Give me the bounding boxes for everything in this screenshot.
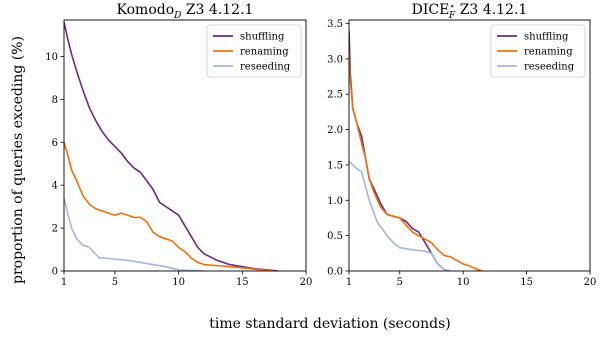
plot-frame: [348, 19, 591, 272]
y-tick-label: 2.0: [327, 125, 343, 136]
y-tick-label: 3.0: [327, 54, 343, 65]
legend-label-shuffling: shuffling: [524, 32, 569, 43]
legend: shuffling renaming reseeding: [490, 24, 586, 78]
y-tick-label: 3.5: [327, 19, 343, 30]
x-tick-label: 1: [61, 277, 67, 288]
legend-label-shuffling: shuffling: [240, 32, 285, 43]
series-line-renaming: [349, 51, 483, 271]
x-tick-label: 5: [397, 277, 403, 288]
series-group: [64, 21, 279, 271]
series-line-renaming: [64, 142, 275, 271]
legend-box: [490, 24, 586, 78]
x-axis-title: time standard deviation (seconds): [209, 316, 451, 332]
y-tick-label: 10: [45, 52, 58, 63]
chart-panel-2: DICE⋆ F Z3 4.12.11 5 10 15 200.00.51.01.52.02…: [327, 2, 596, 288]
x-tick-label: 1: [346, 277, 352, 288]
legend: shuffling renaming reseeding: [206, 24, 302, 78]
legend-label-reseeding: reseeding: [240, 62, 291, 73]
x-tick-label: 10: [172, 277, 185, 288]
panel-title-main: Komodo: [117, 2, 175, 18]
y-tick-label: 1.5: [327, 160, 343, 171]
x-tick-label: 15: [236, 277, 249, 288]
panel-title-sub: D: [173, 11, 181, 21]
panel-title-sup: ⋆: [449, 2, 455, 12]
chart-panels: KomodoD Z3 4.12.11 5 10 15 200246810shufflin…: [45, 2, 596, 288]
series-line-shuffling: [64, 21, 279, 271]
x-tick-label: 10: [457, 277, 470, 288]
x-tick-label: 20: [300, 277, 313, 288]
panel-title-rest: Z3 4.12.1: [181, 2, 253, 18]
legend-label-renaming: renaming: [240, 47, 289, 58]
y-tick-label: 0.5: [327, 231, 343, 242]
legend-label-reseeding: reseeding: [524, 62, 575, 73]
panel-title: DICE⋆ F Z3 4.12.1: [412, 2, 528, 21]
panel-title-sub: F: [448, 11, 456, 21]
x-tick-label: 15: [520, 277, 533, 288]
series-group: [349, 30, 483, 271]
series-line-reseeding: [64, 197, 205, 271]
y-tick-label: 4: [52, 181, 58, 192]
y-tick-label: 2: [52, 224, 58, 235]
legend-box: [206, 24, 302, 78]
y-tick-label: 0: [52, 267, 58, 278]
plot-frame: [63, 19, 307, 272]
legend-label-renaming: renaming: [524, 47, 573, 58]
series-line-reseeding: [349, 160, 451, 271]
y-axis-title: proportion of queries exceding (%): [10, 36, 26, 284]
panel-title-main: DICE: [412, 2, 450, 18]
y-tick-label: 2.5: [327, 90, 343, 101]
chart-panel-1: KomodoD Z3 4.12.11 5 10 15 200246810shufflin…: [45, 2, 312, 288]
y-tick-label: 0.0: [327, 267, 343, 278]
y-tick-label: 8: [52, 95, 58, 106]
x-tick-label: 20: [584, 277, 597, 288]
panel-title: KomodoD Z3 4.12.1: [117, 2, 254, 21]
y-tick-label: 1.0: [327, 196, 343, 207]
panel-title-rest: Z3 4.12.1: [455, 2, 527, 18]
x-tick-label: 5: [112, 277, 118, 288]
y-tick-label: 6: [52, 138, 58, 149]
